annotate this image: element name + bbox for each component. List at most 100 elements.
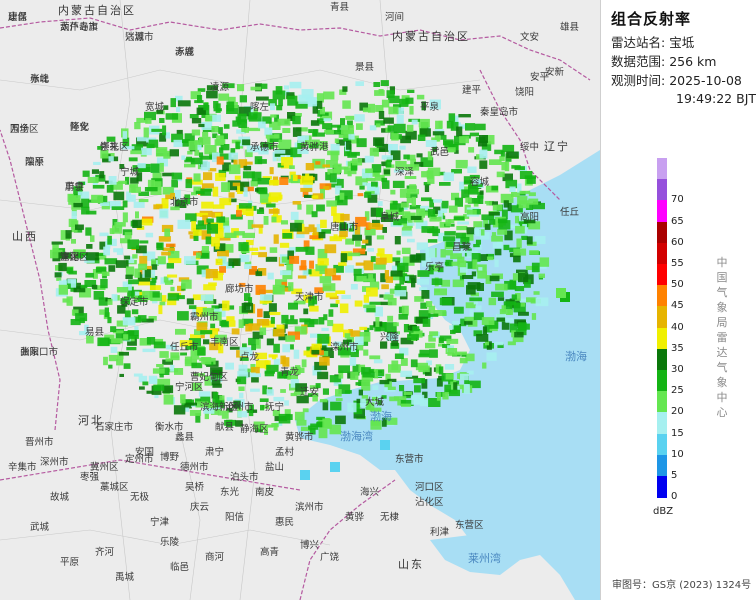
echo-cell xyxy=(151,276,157,283)
echo-cell xyxy=(116,287,129,293)
province-label-inner-mongolia-west: 内蒙古自治区 xyxy=(58,3,136,17)
radar-map[interactable]: 内蒙古自治区 内蒙古自治区 河北 山西 辽宁 山东 渤海 渤海湾 莱州湾 渤海 … xyxy=(0,0,600,601)
echo-cell xyxy=(179,340,193,347)
echo-cell xyxy=(400,135,411,144)
echo-cell xyxy=(74,255,83,259)
city-label: 兴城市 xyxy=(125,31,154,43)
echo-cell xyxy=(268,196,279,203)
echo-cell xyxy=(180,394,186,404)
echo-cell xyxy=(447,147,456,153)
echo-cell xyxy=(245,212,254,217)
echo-cell xyxy=(138,263,147,271)
echo-cell xyxy=(95,267,107,273)
echo-cell xyxy=(482,135,495,145)
echo-cell xyxy=(379,294,384,298)
echo-cell xyxy=(501,321,510,330)
echo-cell xyxy=(231,139,241,144)
echo-cell xyxy=(327,150,340,156)
echo-cell xyxy=(322,123,333,130)
echo-cell xyxy=(282,344,291,353)
echo-cell xyxy=(340,213,350,221)
echo-cell xyxy=(58,252,71,259)
echo-cell xyxy=(365,235,372,246)
echo-cell xyxy=(147,179,155,189)
echo-cell xyxy=(329,375,341,383)
echo-cell xyxy=(402,256,415,266)
echo-cell xyxy=(503,200,509,208)
echo-cell xyxy=(158,304,163,315)
echo-cell xyxy=(119,351,129,356)
province-label-liaoning: 辽宁 xyxy=(544,139,570,153)
echo-cell xyxy=(339,89,347,95)
echo-cell xyxy=(280,270,292,276)
echo-cell xyxy=(538,273,545,278)
echo-cell xyxy=(270,103,276,111)
echo-cell xyxy=(213,392,219,400)
echo-cell xyxy=(184,133,195,144)
echo-cell xyxy=(219,395,225,401)
echo-cell xyxy=(58,284,68,295)
echo-cell xyxy=(464,320,473,325)
echo-cell xyxy=(195,224,207,230)
echo-cell xyxy=(518,311,529,316)
echo-cell xyxy=(108,156,114,162)
echo-cell xyxy=(403,154,410,160)
echo-cell xyxy=(454,197,463,207)
echo-cell xyxy=(438,366,444,375)
echo-cell xyxy=(79,288,92,298)
echo-cell xyxy=(329,424,342,435)
agency-label: 中国气象局雷达气象中心 xyxy=(716,256,728,419)
echo-cell xyxy=(399,275,405,285)
echo-cell xyxy=(191,118,202,124)
echo-cell xyxy=(399,347,409,356)
echo-cell xyxy=(91,194,104,203)
echo-cell xyxy=(322,388,329,395)
echo-cell xyxy=(297,204,302,210)
echo-cell xyxy=(154,394,159,399)
echo-cell xyxy=(384,270,389,280)
echo-cell xyxy=(266,338,274,346)
echo-cell xyxy=(233,400,241,409)
echo-cell xyxy=(113,191,125,201)
echo-cell xyxy=(281,220,288,225)
echo-cell xyxy=(419,349,430,356)
echo-cell xyxy=(317,248,328,259)
echo-cell xyxy=(330,401,342,411)
echo-cell xyxy=(243,187,248,197)
echo-cell xyxy=(426,360,432,366)
echo-cell xyxy=(338,365,350,373)
city-label: 武邑 xyxy=(430,146,449,158)
echo-cell xyxy=(450,253,462,259)
echo-cell xyxy=(398,306,405,314)
echo-cell xyxy=(123,363,131,369)
echo-cell xyxy=(196,322,208,331)
echo-cell xyxy=(405,130,417,140)
echo-cell xyxy=(391,360,399,370)
legend-panel: 组合反射率 雷达站名: 宝坻 数据范围: 256 km 观测时间: 2025-1… xyxy=(600,0,756,600)
echo-cell xyxy=(395,283,402,292)
echo-cell xyxy=(329,295,339,300)
legend-swatch xyxy=(657,454,667,477)
echo-cell xyxy=(504,304,513,310)
echo-cell xyxy=(463,384,470,394)
echo-cell xyxy=(333,341,342,346)
echo-cell xyxy=(269,167,274,175)
echo-cell xyxy=(297,140,307,148)
echo-cell xyxy=(130,150,142,155)
echo-cell xyxy=(236,205,244,213)
echo-cell xyxy=(316,204,325,212)
echo-cell xyxy=(175,95,183,102)
echo-cell xyxy=(418,310,431,319)
echo-cell xyxy=(187,150,193,155)
echo-cell xyxy=(281,281,288,287)
echo-cell xyxy=(193,173,201,182)
echo-cell xyxy=(133,201,145,208)
echo-cell xyxy=(316,93,324,103)
echo-cell xyxy=(393,169,405,173)
echo-cell xyxy=(239,392,244,399)
echo-cell xyxy=(268,303,277,312)
echo-cell xyxy=(528,221,541,230)
echo-cell xyxy=(293,391,305,396)
echo-cell xyxy=(428,398,441,407)
echo-cell xyxy=(278,194,283,200)
